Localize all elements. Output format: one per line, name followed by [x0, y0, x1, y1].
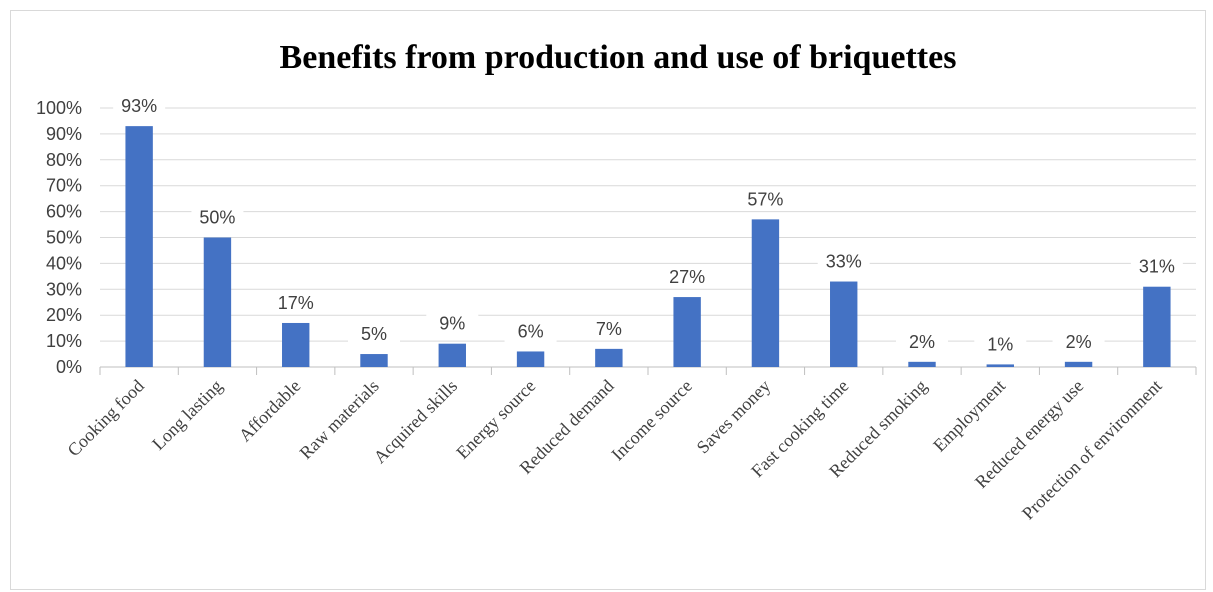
data-label: 2% [1066, 332, 1092, 352]
x-tick-label: Employment [929, 376, 1009, 456]
x-tick-label: Energy source [452, 376, 539, 463]
x-tick-label: Saves money [693, 376, 775, 458]
data-label-background [896, 330, 948, 353]
y-tick-label: 100% [36, 98, 82, 118]
data-label-background [426, 312, 479, 335]
bars [125, 126, 1171, 367]
bar [516, 351, 545, 367]
data-label: 27% [669, 267, 705, 287]
bar [282, 322, 310, 367]
y-tick-label: 30% [46, 279, 82, 299]
bar [1064, 361, 1093, 367]
data-labels: 93% 50% 17% 5% 9% 6% 7% 27% 57% 33% 2% 1% 2% 31% [113, 95, 1183, 356]
data-label: 9% [439, 314, 465, 334]
x-tick-label: Protection of environment [1018, 376, 1166, 524]
y-tick-label: 0% [56, 357, 82, 377]
y-tick-label: 90% [46, 124, 82, 144]
x-tick-label: Income source [607, 376, 696, 465]
bar [360, 354, 388, 367]
data-label-background [269, 291, 322, 314]
data-label: 93% [121, 96, 157, 116]
y-tick-label: 80% [46, 150, 82, 170]
data-label: 31% [1139, 257, 1175, 277]
data-label-background [1130, 255, 1183, 278]
data-label: 50% [199, 208, 235, 228]
bar [438, 343, 466, 367]
data-label: 2% [909, 332, 935, 352]
x-tick-label: Raw materials [296, 376, 383, 463]
data-label: 5% [361, 324, 387, 344]
bar [125, 126, 153, 367]
chart-title: Benefits from production and use of briq… [280, 39, 957, 76]
data-label-background [739, 188, 792, 211]
bar [751, 219, 780, 367]
data-label-background [661, 266, 714, 289]
x-tick-label: Long lasting [148, 376, 226, 454]
data-label: 6% [518, 321, 544, 341]
bar [830, 281, 858, 367]
y-tick-label: 20% [46, 305, 82, 325]
data-label-background [191, 206, 244, 229]
y-tick-label: 10% [46, 331, 82, 351]
bar [908, 361, 936, 367]
y-tick-label: 70% [46, 176, 82, 196]
data-label-background [974, 333, 1027, 356]
x-tick-label: Acquired skills [370, 376, 462, 468]
data-label-background [1052, 330, 1105, 353]
y-tick-label: 60% [46, 202, 82, 222]
data-label-background [582, 317, 635, 340]
x-tick-label: Cooking food [63, 376, 148, 461]
bar [1143, 286, 1171, 367]
bar [986, 364, 1014, 367]
bar [673, 297, 701, 367]
data-label: 7% [596, 319, 622, 339]
x-tick-label: Affordable [235, 376, 305, 446]
data-label: 33% [826, 252, 862, 272]
bar [203, 237, 232, 367]
data-label: 17% [278, 293, 314, 313]
data-label-background [817, 250, 870, 273]
y-tick-label: 50% [46, 228, 82, 248]
data-label: 57% [747, 189, 783, 209]
gridlines [99, 107, 1197, 375]
data-label-background [348, 323, 400, 346]
y-axis-ticks: 0% 10% 20% 30% 40% 50% 60% 70% 80% 90% 100% [36, 98, 82, 377]
data-label-background [504, 320, 557, 343]
data-label-background [113, 95, 166, 118]
data-label: 1% [987, 334, 1013, 354]
y-tick-label: 40% [46, 253, 82, 273]
bar [595, 348, 623, 367]
